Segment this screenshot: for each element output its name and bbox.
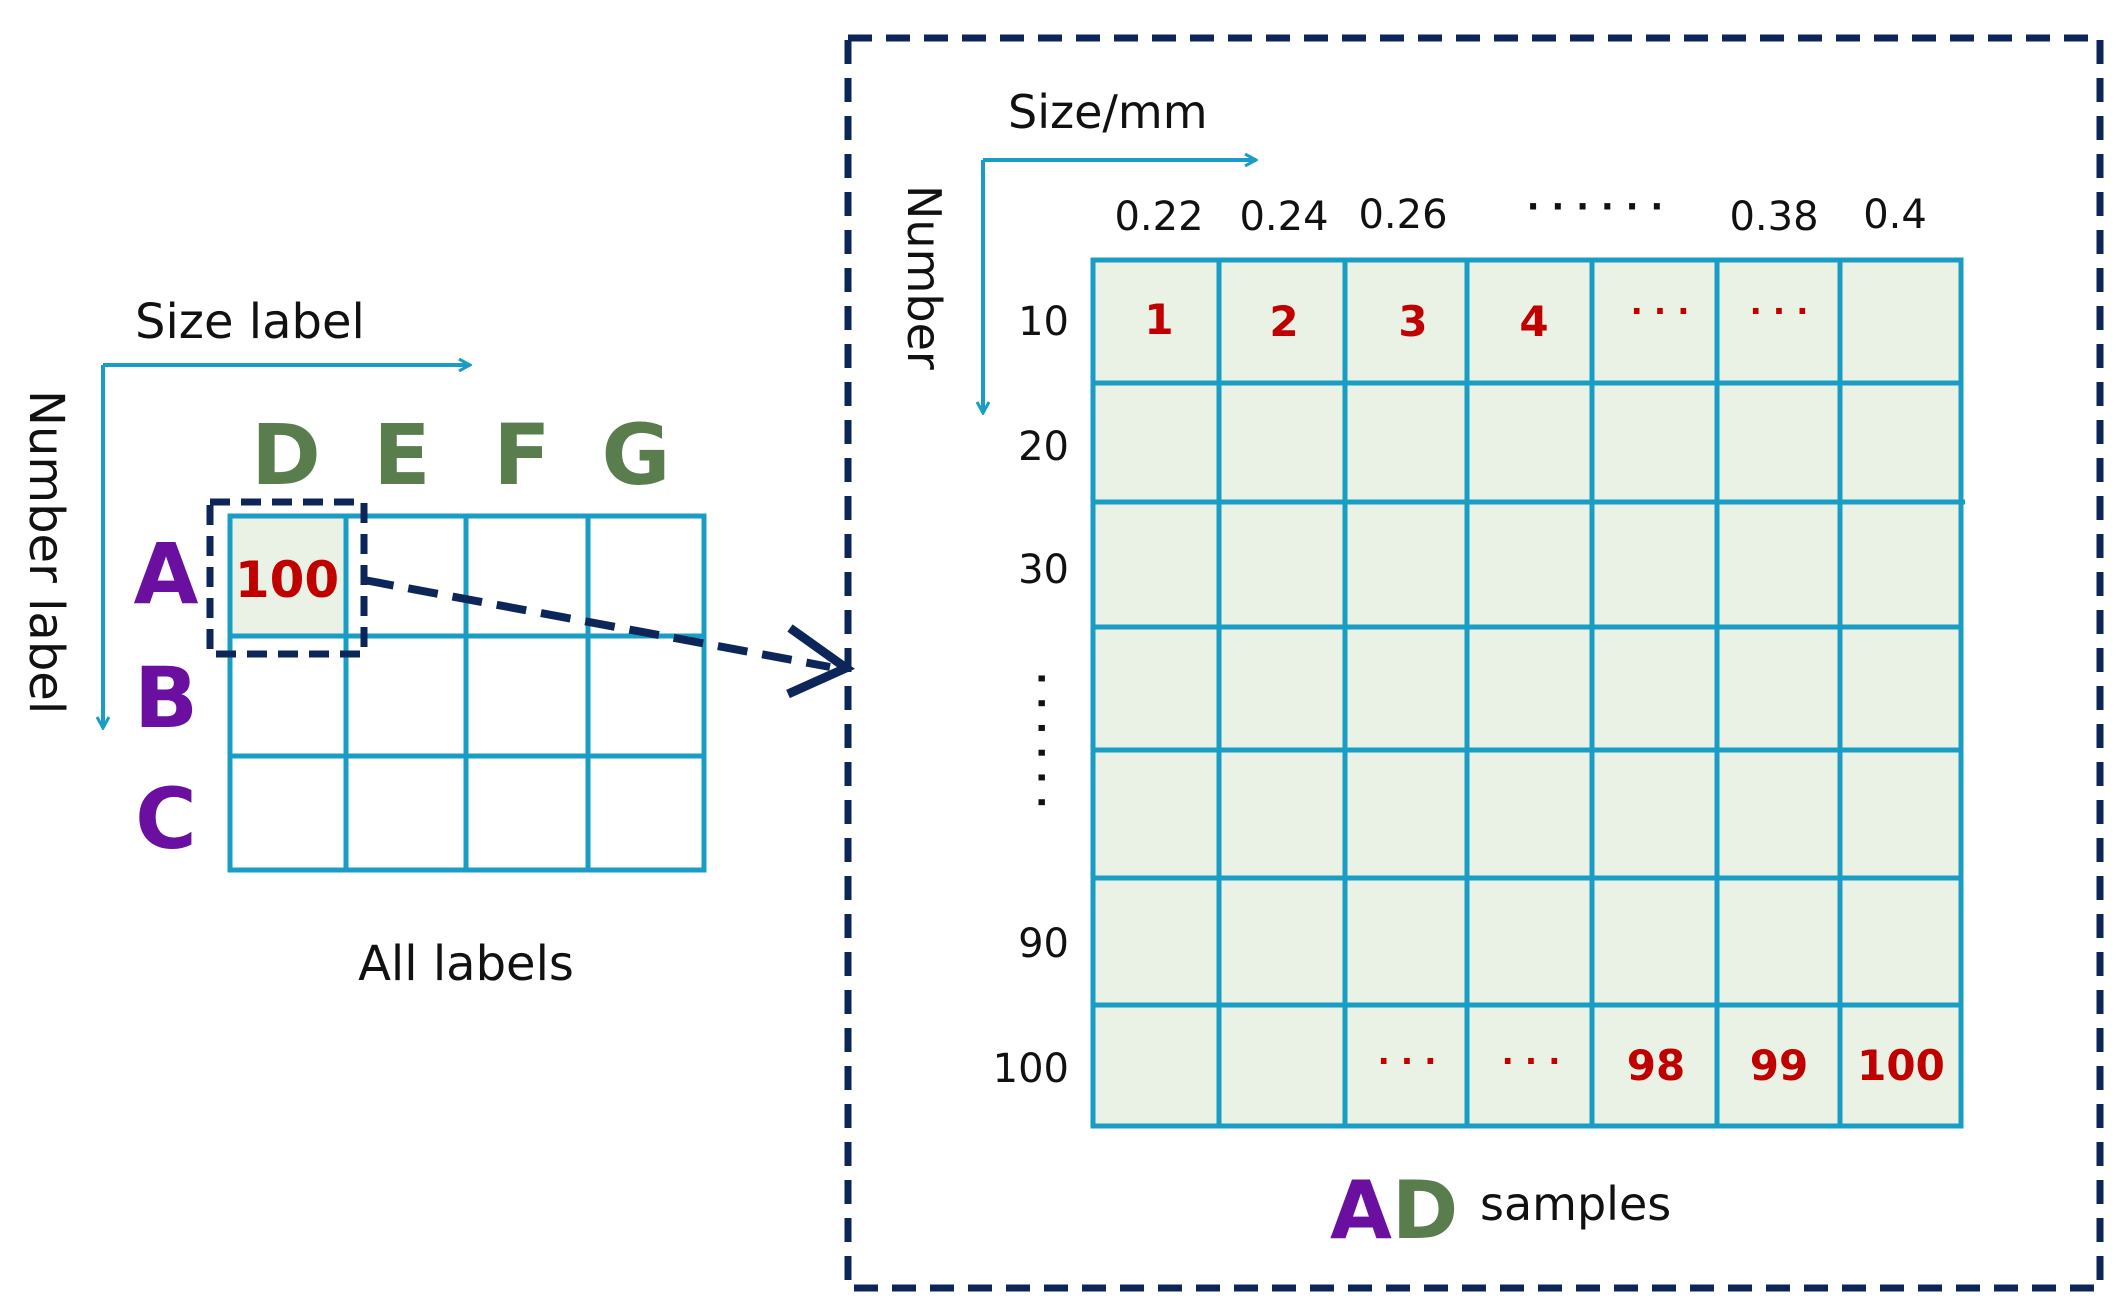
- row-label-c: C: [135, 770, 197, 868]
- column-label-g: G: [602, 406, 671, 504]
- number-axis-label-right: Number: [897, 185, 951, 370]
- column-label-f: F: [493, 406, 550, 504]
- number-tick: 30: [1018, 547, 1069, 593]
- cell-value: 98: [1627, 1041, 1685, 1090]
- number-ticks: 10 20 30 · · · · · · 90 100: [993, 299, 1069, 1092]
- size-tick: 0.26: [1358, 192, 1447, 238]
- column-label-e: E: [373, 406, 430, 504]
- cell-value: 3: [1398, 297, 1427, 346]
- selection-box: [206, 498, 368, 658]
- size-tick: 0.38: [1729, 194, 1818, 240]
- column-label-d: D: [251, 406, 321, 504]
- number-tick: · · · · · ·: [1021, 672, 1061, 809]
- right-caption-suffix: samples: [1480, 1177, 1671, 1231]
- cell-value: · · ·: [1750, 292, 1809, 330]
- size-tick: 0.4: [1863, 192, 1927, 238]
- size-mm-axis-label: Size/mm: [1008, 85, 1208, 139]
- cell-value: 99: [1750, 1041, 1808, 1090]
- size-ticks: 0.22 0.24 0.26 · · · · · · 0.38 0.4: [1114, 187, 1926, 240]
- number-tick: 10: [1018, 299, 1069, 345]
- number-tick: 100: [993, 1046, 1069, 1092]
- size-tick: 0.22: [1114, 194, 1203, 240]
- label-grid: [227, 513, 707, 873]
- sample-grid: [1090, 257, 1965, 1129]
- highlighted-cell-value: 100: [235, 551, 339, 609]
- row-label-b: B: [134, 649, 198, 747]
- left-caption: All labels: [358, 936, 574, 992]
- size-tick: · · · · · ·: [1527, 187, 1664, 227]
- cell-value: 2: [1269, 297, 1298, 346]
- sample-grid-fill: [1093, 260, 1961, 1126]
- size-tick: 0.24: [1239, 194, 1328, 240]
- right-panel: Size/mm Number 0.22 0.24 0.26 · · · · · …: [844, 34, 2104, 1292]
- cell-value: · · ·: [1631, 292, 1690, 330]
- cell-value: · · ·: [1378, 1042, 1437, 1080]
- cell-value: 1: [1144, 295, 1173, 344]
- number-axis-label: Number label: [18, 390, 74, 714]
- cell-value: · · ·: [1502, 1042, 1561, 1080]
- number-tick: 20: [1018, 424, 1069, 470]
- cell-value: 4: [1519, 297, 1548, 346]
- last-row-values: · · · · · · 98 99 100: [1378, 1041, 1945, 1090]
- size-axis-label: Size label: [135, 294, 365, 350]
- first-row-values: 1 2 3 4 · · · · · ·: [1144, 292, 1808, 346]
- highlighted-cell: [230, 516, 346, 636]
- detail-frame: [844, 34, 2104, 1292]
- right-caption: AD: [1330, 1164, 1458, 1257]
- caption-prefix-a: A: [1330, 1164, 1392, 1257]
- left-panel: Size label Number label D E F G A B C 10…: [18, 294, 707, 992]
- row-label-a: A: [133, 525, 198, 623]
- caption-prefix-d: D: [1392, 1164, 1458, 1257]
- cell-value: 100: [1857, 1041, 1945, 1090]
- number-tick: 90: [1018, 921, 1069, 967]
